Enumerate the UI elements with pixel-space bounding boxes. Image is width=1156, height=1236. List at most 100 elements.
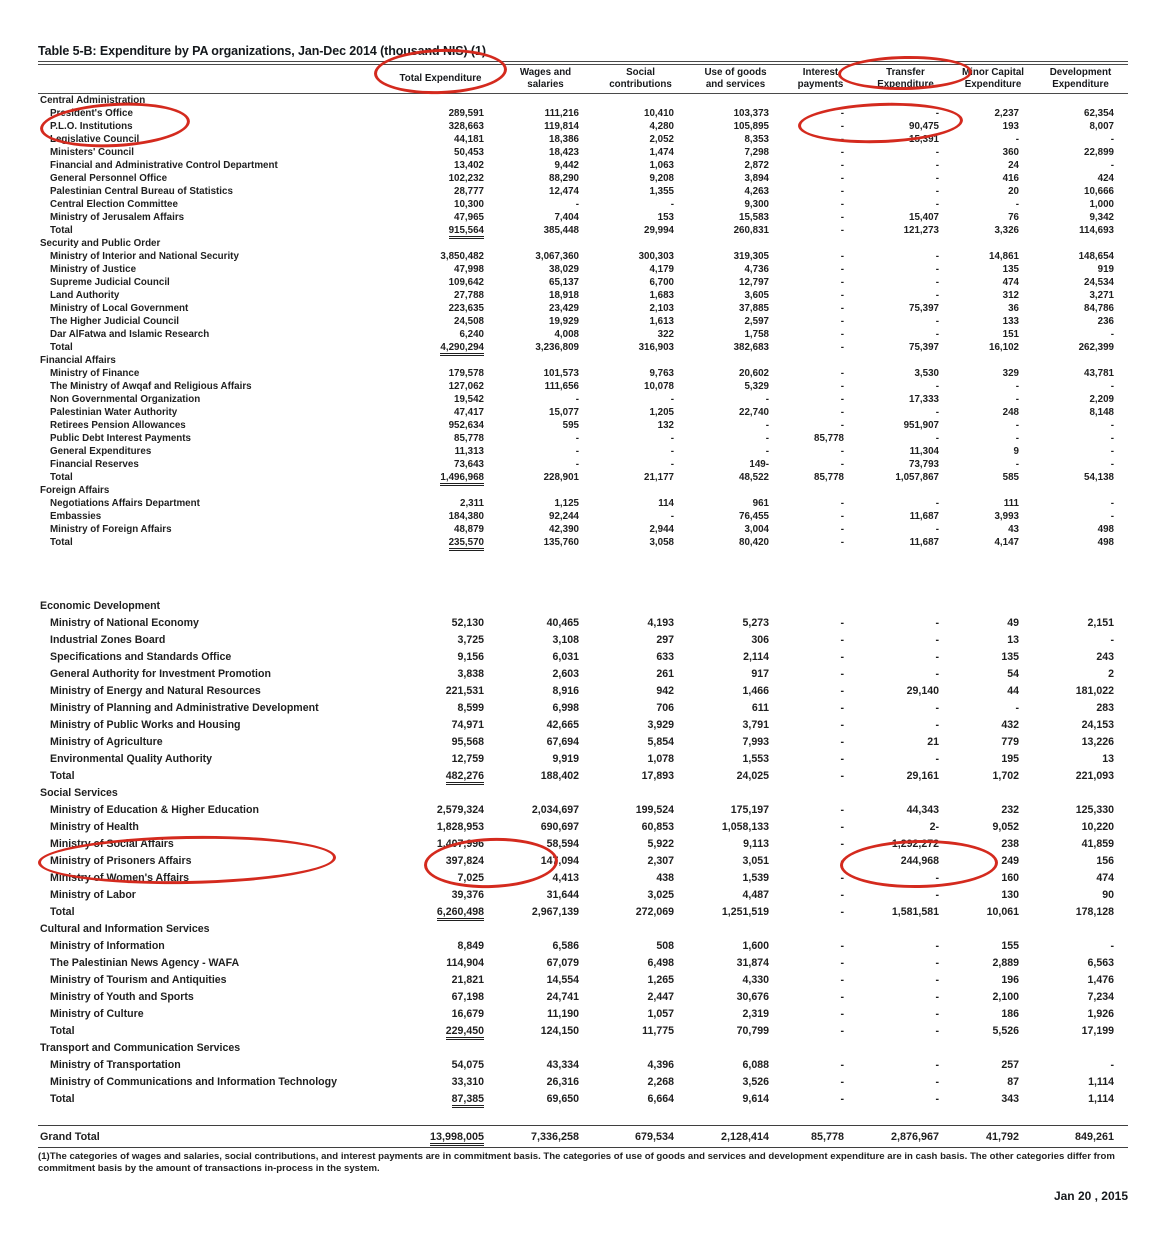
value-interest-payments: - xyxy=(840,803,844,816)
value-minor-capital: 160 xyxy=(1001,871,1019,884)
value-social-contributions: 508 xyxy=(656,939,674,952)
value-social-contributions: 2,052 xyxy=(649,134,674,146)
value-social-contributions: 60,853 xyxy=(641,820,674,833)
value-development: 498 xyxy=(1097,524,1114,536)
value-use-of-goods: 5,273 xyxy=(742,616,769,629)
total-value-development: 178,128 xyxy=(1075,905,1114,918)
org-name: Embassies xyxy=(50,511,102,523)
value-interest-payments: - xyxy=(840,251,844,263)
section-header-economic-development: Economic Development xyxy=(38,597,1128,614)
value-total-expenditure: 85,778 xyxy=(454,433,484,445)
value-wages-salaries: 8,916 xyxy=(552,684,579,697)
value-interest-payments: - xyxy=(840,498,844,510)
total-value-total-expenditure: 1,496,968 xyxy=(383,472,498,487)
total-value-total-expenditure: 235,570 xyxy=(383,537,498,552)
value-wages-salaries: 18,386 xyxy=(549,134,579,146)
value-social-contributions: - xyxy=(670,459,674,471)
org-name: Non Governmental Organization xyxy=(50,394,201,406)
org-name: Ministry of Tourism and Antiquities xyxy=(50,973,227,986)
value-interest-payments: - xyxy=(840,854,844,867)
value-social-contributions: 132 xyxy=(657,420,674,432)
value-development: - xyxy=(1110,459,1114,471)
value-social-contributions: 5,922 xyxy=(647,837,674,850)
value-total-expenditure: 67,198 xyxy=(451,990,484,1003)
value-social-contributions: - xyxy=(670,433,674,445)
table-row: Ministry of Education & Higher Education… xyxy=(38,801,1128,818)
value-social-contributions: 5,854 xyxy=(647,735,674,748)
value-wages-salaries: 38,029 xyxy=(549,264,579,276)
table-row: Ministry of Communications and Informati… xyxy=(38,1073,1128,1090)
value-social-contributions: 261 xyxy=(656,667,674,680)
value-minor-capital: - xyxy=(1015,394,1019,406)
org-name: Environmental Quality Authority xyxy=(50,752,213,765)
org-name: Ministry of Public Works and Housing xyxy=(50,718,241,731)
value-minor-capital: 24 xyxy=(1008,160,1019,172)
value-use-of-goods: 1,539 xyxy=(742,871,769,884)
value-total-expenditure: 2,311 xyxy=(460,498,484,510)
total-value-transfer-expenditure: 29,161 xyxy=(906,769,939,782)
value-transfer-expenditure: - xyxy=(935,956,939,969)
total-value-total-expenditure: 87,385 xyxy=(383,1092,498,1108)
value-interest-payments: - xyxy=(840,633,844,646)
table-row: President's Office 289,591 111,216 10,410 10… xyxy=(38,107,1128,120)
value-use-of-goods: 31,874 xyxy=(736,956,769,969)
value-wages-salaries: 12,474 xyxy=(549,186,579,198)
total-value-total-expenditure: 4,290,294 xyxy=(383,342,498,357)
value-development: 22,899 xyxy=(1084,147,1114,159)
org-name: Palestinian Central Bureau of Statistics xyxy=(50,186,233,198)
value-total-expenditure: 74,971 xyxy=(451,718,484,731)
value-development: 8,148 xyxy=(1089,407,1114,419)
total-value-use-of-goods: 24,025 xyxy=(736,769,769,782)
underlined-grand-total-value: 13,998,005 xyxy=(429,1130,484,1146)
value-transfer-expenditure: - xyxy=(935,290,939,302)
value-minor-capital: - xyxy=(1015,199,1019,211)
value-interest-payments: - xyxy=(840,871,844,884)
value-use-of-goods: 8,353 xyxy=(744,134,769,146)
value-minor-capital: 9,052 xyxy=(992,820,1019,833)
value-total-expenditure: 47,998 xyxy=(454,264,484,276)
table-row: The Palestinian News Agency - WAFA 114,90… xyxy=(38,954,1128,971)
value-interest-payments: - xyxy=(840,973,844,986)
org-name: Ministry of Women's Affairs xyxy=(50,871,190,884)
value-transfer-expenditure: - xyxy=(935,633,939,646)
total-value-interest-payments: - xyxy=(840,769,844,782)
value-total-expenditure: 127,062 xyxy=(448,381,484,393)
value-transfer-expenditure: - xyxy=(935,277,939,289)
table-row: Supreme Judicial Council 109,642 65,137 6,7… xyxy=(38,276,1128,289)
value-transfer-expenditure: 15,407 xyxy=(909,212,939,224)
column-header-use-of-goods: Use of goods and services xyxy=(704,67,767,90)
total-value-total-expenditure: 915,564 xyxy=(383,225,498,240)
value-wages-salaries: 101,573 xyxy=(543,368,579,380)
value-total-expenditure: 28,777 xyxy=(454,186,484,198)
table-row: Ministry of Women's Affairs 7,025 4,413 438… xyxy=(38,869,1128,886)
value-transfer-expenditure: 17,333 xyxy=(909,394,939,406)
table-row: Financial Reserves 73,643 - - 149- - 73,793 - - xyxy=(38,458,1128,471)
org-name: Land Authority xyxy=(50,290,120,302)
section-header-financial-affairs: Financial Affairs xyxy=(38,354,1128,367)
value-wages-salaries: 18,423 xyxy=(549,147,579,159)
value-total-expenditure: 3,838 xyxy=(457,667,484,680)
value-use-of-goods: 5,329 xyxy=(744,381,769,393)
org-name: Central Election Committee xyxy=(50,199,178,211)
value-minor-capital: - xyxy=(1015,433,1019,445)
total-value-minor-capital: 10,061 xyxy=(986,905,1019,918)
value-wages-salaries: 92,244 xyxy=(549,511,579,523)
value-transfer-expenditure: - xyxy=(935,147,939,159)
value-wages-salaries: 1,125 xyxy=(554,498,579,510)
total-value-social-contributions: 17,893 xyxy=(641,769,674,782)
total-value-wages-salaries: 2,967,139 xyxy=(531,905,579,918)
value-interest-payments: - xyxy=(840,990,844,1003)
value-interest-payments: - xyxy=(840,108,844,120)
value-transfer-expenditure: 2- xyxy=(929,820,939,833)
value-social-contributions: - xyxy=(670,394,674,406)
table-row: Ministry of Tourism and Antiquities 21,82… xyxy=(38,971,1128,988)
value-total-expenditure: 19,542 xyxy=(454,394,484,406)
table-row: Embassies 184,380 92,244 - 76,455 - 11,687 3,99… xyxy=(38,510,1128,523)
total-value-development: 54,138 xyxy=(1084,472,1114,484)
section-total-central-administration: Total 915,564 385,448 29,994 260,831 - 121,273… xyxy=(38,224,1128,240)
org-name: Negotiations Affairs Department xyxy=(50,498,200,510)
value-interest-payments: - xyxy=(840,939,844,952)
table-row: Ministers' Council 50,453 18,423 1,474 7,298… xyxy=(38,146,1128,159)
value-development: 2 xyxy=(1108,667,1114,680)
table-row: The Ministry of Awqaf and Religious Affa… xyxy=(38,380,1128,393)
